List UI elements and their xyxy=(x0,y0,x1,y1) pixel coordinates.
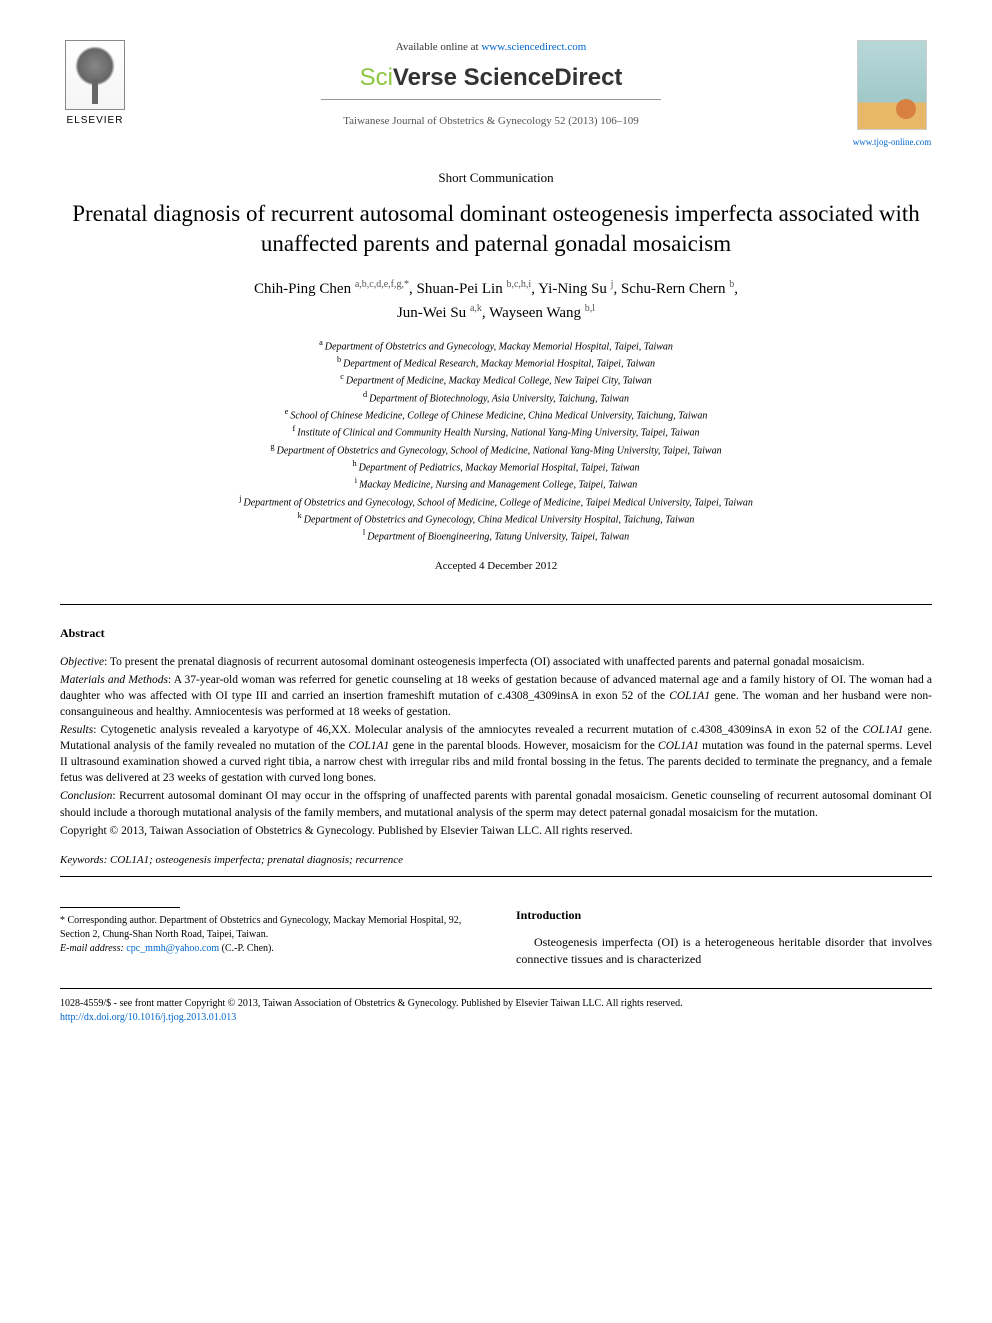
affiliation: bDepartment of Medical Research, Mackay … xyxy=(60,354,932,371)
affiliation-sup: j xyxy=(239,494,241,503)
journal-cover-image xyxy=(857,40,927,130)
gene-col1a1-3: COL1A1 xyxy=(348,740,389,752)
affiliation-list: aDepartment of Obstetrics and Gynecology… xyxy=(60,337,932,545)
publisher-name: ELSEVIER xyxy=(67,114,124,128)
email-suffix: (C.-P. Chen). xyxy=(219,943,274,954)
author: Wayseen Wang b,l xyxy=(489,305,595,321)
author: Jun-Wei Su a,k xyxy=(397,305,482,321)
logo-underline xyxy=(321,99,661,100)
objective-text: : To present the prenatal diagnosis of r… xyxy=(104,656,864,668)
affiliation-sup: g xyxy=(270,442,274,451)
platform-suffix: ScienceDirect xyxy=(464,64,623,91)
affiliation: eSchool of Chinese Medicine, College of … xyxy=(60,406,932,423)
platform-prefix: Sci xyxy=(360,64,393,91)
journal-site-link: www.tjog-online.com xyxy=(853,136,931,149)
author-list: Chih-Ping Chen a,b,c,d,e,f,g,*, Shuan-Pe… xyxy=(60,277,932,325)
bottom-columns: * Corresponding author. Department of Ob… xyxy=(60,907,932,967)
gene-col1a1-1: COL1A1 xyxy=(669,690,710,702)
affiliation: cDepartment of Medicine, Mackay Medical … xyxy=(60,371,932,388)
elsevier-tree-icon xyxy=(65,40,125,110)
results-text-3: gene in the parental bloods. However, mo… xyxy=(389,740,658,752)
available-online: Available online at www.sciencedirect.co… xyxy=(150,40,832,55)
divider-bottom xyxy=(60,876,932,877)
article-title: Prenatal diagnosis of recurrent autosoma… xyxy=(60,199,932,259)
introduction-heading: Introduction xyxy=(516,907,932,924)
publisher-logo: ELSEVIER xyxy=(60,40,130,128)
author-sup: b,c,h,i xyxy=(506,279,531,290)
page-header: ELSEVIER Available online at www.science… xyxy=(60,40,932,149)
affiliation: iMackay Medicine, Nursing and Management… xyxy=(60,475,932,492)
gene-col1a1-4: COL1A1 xyxy=(658,740,699,752)
corresponding-footnote: * Corresponding author. Department of Ob… xyxy=(60,907,476,967)
abstract-materials: Materials and Methods: A 37-year-old wom… xyxy=(60,672,932,720)
author-sup: b,l xyxy=(585,303,595,314)
platform-logo: SciVerse ScienceDirect xyxy=(150,61,832,95)
author-sup: a,k xyxy=(470,303,482,314)
keywords: Keywords: COL1A1; osteogenesis imperfect… xyxy=(60,853,932,868)
affiliation: lDepartment of Bioengineering, Tatung Un… xyxy=(60,527,932,544)
author: Chih-Ping Chen a,b,c,d,e,f,g,* xyxy=(254,281,409,297)
abstract-copyright: Copyright © 2013, Taiwan Association of … xyxy=(60,823,932,839)
email-label: E-mail address: xyxy=(60,943,124,954)
affiliation: dDepartment of Biotechnology, Asia Unive… xyxy=(60,389,932,406)
platform-mid: Verse xyxy=(393,64,464,91)
affiliation: fInstitute of Clinical and Community Hea… xyxy=(60,423,932,440)
abstract-body: Objective: To present the prenatal diagn… xyxy=(60,654,932,839)
affiliation: hDepartment of Pediatrics, Mackay Memori… xyxy=(60,458,932,475)
affiliation-sup: d xyxy=(363,390,367,399)
footer-issn: 1028-4559/$ - see front matter Copyright… xyxy=(60,997,932,1011)
author: Schu-Rern Chern b xyxy=(621,281,734,297)
affiliation-sup: k xyxy=(298,511,302,520)
email-address[interactable]: cpc_mmh@yahoo.com xyxy=(124,943,219,954)
conclusion-text: : Recurrent autosomal dominant OI may oc… xyxy=(60,790,932,818)
abstract-results: Results: Cytogenetic analysis revealed a… xyxy=(60,722,932,786)
article-type: Short Communication xyxy=(60,169,932,187)
sciencedirect-link[interactable]: www.sciencedirect.com xyxy=(481,41,586,53)
header-center: Available online at www.sciencedirect.co… xyxy=(130,40,852,129)
keywords-text: COL1A1; osteogenesis imperfecta; prenata… xyxy=(107,854,403,866)
footer-doi[interactable]: http://dx.doi.org/10.1016/j.tjog.2013.01… xyxy=(60,1012,236,1023)
journal-cover: www.tjog-online.com xyxy=(852,40,932,149)
page-footer: 1028-4559/$ - see front matter Copyright… xyxy=(60,988,932,1025)
introduction-column: Introduction Osteogenesis imperfecta (OI… xyxy=(516,907,932,967)
affiliation: jDepartment of Obstetrics and Gynecology… xyxy=(60,493,932,510)
footnote-divider xyxy=(60,907,180,908)
affiliation-sup: l xyxy=(363,528,365,537)
affiliation-sup: e xyxy=(285,407,289,416)
affiliation-sup: i xyxy=(355,476,357,485)
results-text-1: : Cytogenetic analysis revealed a karyot… xyxy=(93,724,862,736)
abstract-conclusion: Conclusion: Recurrent autosomal dominant… xyxy=(60,788,932,820)
author-sup: a,b,c,d,e,f,g,* xyxy=(355,279,409,290)
affiliation: gDepartment of Obstetrics and Gynecology… xyxy=(60,441,932,458)
abstract-heading: Abstract xyxy=(60,625,932,642)
affiliation-sup: f xyxy=(292,424,295,433)
affiliation-sup: a xyxy=(319,338,323,347)
objective-label: Objective xyxy=(60,656,104,668)
affiliation: aDepartment of Obstetrics and Gynecology… xyxy=(60,337,932,354)
results-label: Results xyxy=(60,724,93,736)
affiliation-sup: h xyxy=(352,459,356,468)
affiliation-sup: b xyxy=(337,355,341,364)
materials-label: Materials and Methods xyxy=(60,674,168,686)
available-prefix: Available online at xyxy=(396,41,482,53)
conclusion-label: Conclusion xyxy=(60,790,112,802)
keywords-label: Keywords: xyxy=(60,854,107,866)
email-line: E-mail address: cpc_mmh@yahoo.com (C.-P.… xyxy=(60,942,476,956)
affiliation-sup: c xyxy=(340,372,344,381)
journal-url[interactable]: www.tjog-online.com xyxy=(853,137,931,147)
author-sup: b xyxy=(729,279,734,290)
corresponding-text: * Corresponding author. Department of Ob… xyxy=(60,914,476,942)
author: Yi-Ning Su j xyxy=(538,281,613,297)
author: Shuan-Pei Lin b,c,h,i xyxy=(416,281,531,297)
gene-col1a1-2: COL1A1 xyxy=(862,724,903,736)
affiliation: kDepartment of Obstetrics and Gynecology… xyxy=(60,510,932,527)
accepted-date: Accepted 4 December 2012 xyxy=(60,559,932,574)
divider-top xyxy=(60,604,932,605)
introduction-text: Osteogenesis imperfecta (OI) is a hetero… xyxy=(516,934,932,968)
author-sup: j xyxy=(611,279,614,290)
journal-reference: Taiwanese Journal of Obstetrics & Gyneco… xyxy=(150,114,832,129)
abstract-objective: Objective: To present the prenatal diagn… xyxy=(60,654,932,670)
